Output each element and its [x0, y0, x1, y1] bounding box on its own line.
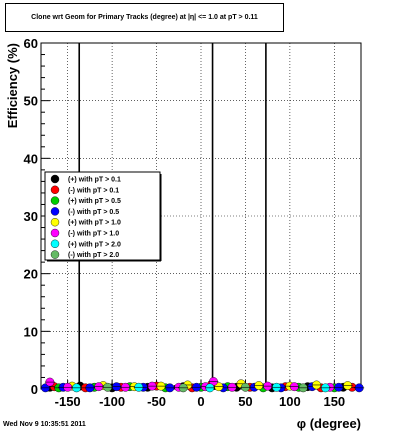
legend-box [44, 171, 161, 261]
legend-entry: (+) with pT > 1.0 [68, 220, 121, 227]
x-tick-label: -100 [99, 394, 125, 409]
legend-entry: (-) with pT > 0.1 [68, 187, 119, 194]
legend-marker [50, 250, 60, 259]
legend-entry: (-) with pT > 0.5 [68, 209, 119, 216]
x-tick-label: 50 [238, 394, 252, 409]
legend-marker [50, 217, 60, 227]
legend-marker [50, 239, 60, 249]
legend-marker [50, 207, 60, 216]
x-tick-label: 100 [279, 394, 301, 409]
chart-title: Clone wrt Geom for Primary Tracks (degre… [5, 3, 284, 32]
legend-entry: (-) with pT > 2.0 [68, 252, 119, 259]
y-tick-label: 40 [24, 151, 38, 166]
legend-entry: (-) with pT > 1.0 [68, 231, 119, 238]
legend-entry: (+) with pT > 0.1 [68, 177, 121, 184]
legend-marker [50, 196, 60, 205]
x-tick-label: 150 [323, 394, 345, 409]
y-tick-label: 0 [31, 382, 38, 397]
y-tick-label: 10 [24, 324, 38, 339]
y-tick-label: 20 [24, 267, 38, 282]
x-tick-label: -150 [55, 394, 81, 409]
x-tick-label: -50 [147, 394, 166, 409]
x-axis-label: φ (degree) [297, 416, 361, 431]
legend-entry: (+) with pT > 0.5 [68, 198, 121, 205]
y-tick-label: 30 [24, 209, 38, 224]
y-tick-label: 60 [24, 36, 38, 51]
legend-marker [50, 185, 60, 195]
legend-marker [50, 174, 60, 184]
legend-entry: (+) with pT > 2.0 [68, 241, 121, 248]
x-tick-label: 0 [197, 394, 204, 409]
timestamp: Wed Nov 9 10:35:51 2011 [3, 421, 86, 428]
legend-marker [50, 228, 60, 238]
y-axis-label: Efficiency (%) [5, 43, 20, 128]
y-tick-label: 50 [24, 94, 38, 109]
